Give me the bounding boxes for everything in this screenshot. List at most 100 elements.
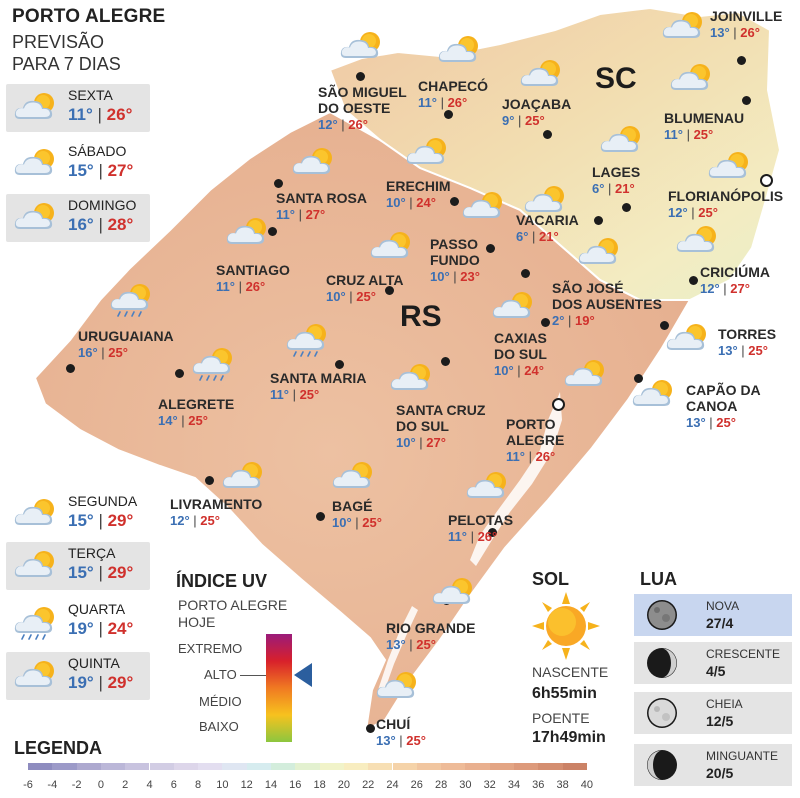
city-26-temps: 11° | 26° bbox=[448, 529, 498, 544]
city-11-temps: 10° | 23° bbox=[430, 269, 480, 284]
day-min-temp: 11° bbox=[68, 105, 93, 124]
rs-state-shape bbox=[33, 110, 692, 732]
city-min-temp: 11° bbox=[506, 449, 525, 464]
legend-tick-label: 26 bbox=[410, 779, 423, 791]
partly-cloudy-icon bbox=[464, 470, 514, 506]
legend-color-band bbox=[514, 763, 539, 770]
city-3-name: JOAÇABA bbox=[502, 96, 572, 112]
partly-cloudy-icon bbox=[290, 146, 340, 182]
page-title: PORTO ALEGRE bbox=[12, 6, 166, 27]
day-temps: 19° | 24° bbox=[68, 619, 134, 638]
lagoa-mirim bbox=[378, 606, 418, 692]
moon-phase-label: CRESCENTE bbox=[706, 647, 781, 661]
city-7-name: FLORIANÓPOLIS bbox=[668, 188, 784, 204]
legend-color-band bbox=[343, 763, 369, 770]
legend-tick-label: 16 bbox=[289, 779, 302, 791]
day-temps: 15° | 27° bbox=[68, 161, 134, 180]
legend-color-band bbox=[392, 763, 417, 770]
city-19-location-marker bbox=[175, 369, 184, 378]
day-max-temp: 27° bbox=[107, 161, 134, 180]
city-20-temps: 11° | 25° bbox=[270, 387, 320, 402]
city-20-name: SANTA MARIA bbox=[270, 370, 367, 386]
city-20-location-marker bbox=[335, 360, 344, 369]
day-name: TERÇA bbox=[68, 545, 116, 561]
legend-title: LEGENDA bbox=[14, 738, 103, 758]
city-max-temp: 25° bbox=[108, 345, 128, 360]
day-card-5: TERÇA 15° | 29° bbox=[6, 542, 150, 590]
city-max-temp: 25° bbox=[716, 415, 736, 430]
city-2-temps: 11° | 26° bbox=[418, 95, 468, 110]
city-min-temp: 13° bbox=[686, 415, 706, 430]
day-temps: 15° | 29° bbox=[68, 563, 134, 582]
city-9-name: ERECHIM bbox=[386, 178, 451, 194]
city-5-location-marker bbox=[742, 96, 751, 105]
city-1-temps: 12° | 26° bbox=[318, 117, 368, 132]
uv-subtitle-line2: HOJE bbox=[178, 614, 216, 630]
city-max-temp: 25° bbox=[525, 113, 545, 128]
full-moon-icon bbox=[646, 697, 678, 729]
city-22-temps: 10° | 27° bbox=[396, 435, 446, 450]
city-max-temp: 24° bbox=[416, 195, 436, 210]
legend-color-band bbox=[198, 763, 223, 770]
city-6-temps: 6° | 21° bbox=[592, 181, 635, 196]
legend-tick-label: 0 bbox=[97, 779, 104, 791]
legend-color-band bbox=[416, 763, 442, 770]
city-min-temp: 12° bbox=[700, 281, 720, 296]
sun-title: SOL bbox=[532, 569, 570, 589]
legend-color-band bbox=[125, 763, 150, 770]
day-name: SÁBADO bbox=[68, 143, 127, 159]
legend-tick-label: 10 bbox=[216, 779, 229, 791]
partly-cloudy-icon bbox=[388, 362, 438, 398]
city-max-temp: 24° bbox=[524, 363, 544, 378]
city-max-temp: 26° bbox=[447, 95, 468, 110]
city-26-location-marker bbox=[488, 528, 497, 537]
city-25-location-marker bbox=[316, 512, 325, 521]
partly-cloudy-icon bbox=[668, 62, 718, 98]
city-min-temp: 13° bbox=[386, 637, 406, 652]
partly-cloudy-icon bbox=[12, 90, 62, 128]
city-17-temps: 10° | 24° bbox=[494, 363, 544, 378]
moon-phase-label: NOVA bbox=[706, 599, 740, 613]
city-min-temp: 12° bbox=[170, 513, 190, 528]
uv-level-medio: MÉDIO bbox=[199, 694, 242, 709]
city-9-temps: 10° | 24° bbox=[386, 195, 436, 210]
legend-tick-label: 24 bbox=[386, 779, 399, 791]
legend-tick-label: -4 bbox=[47, 779, 58, 791]
city-min-temp: 13° bbox=[710, 25, 730, 40]
legend-tick-label: 30 bbox=[459, 779, 472, 791]
city-max-temp: 25° bbox=[356, 289, 376, 304]
legend-color-band bbox=[489, 763, 514, 770]
city-5-name: BLUMENAU bbox=[664, 110, 745, 126]
day-name: QUINTA bbox=[68, 655, 120, 671]
partly-cloudy-icon bbox=[12, 496, 62, 534]
legend-tick-label: 32 bbox=[483, 779, 496, 791]
city-max-temp: 25° bbox=[416, 637, 436, 652]
city-min-temp: 10° bbox=[386, 195, 406, 210]
city-2-name: CHAPECÓ bbox=[418, 78, 489, 94]
moon-phase-label: CHEIA bbox=[706, 697, 743, 711]
city-24-location-marker bbox=[205, 476, 214, 485]
legend-tick-label: 8 bbox=[195, 779, 202, 791]
day-max-temp: 29° bbox=[107, 673, 134, 692]
city-18-name: TORRES bbox=[718, 326, 777, 342]
city-16-location-marker bbox=[66, 364, 75, 373]
page-subtitle-line2: PARA 7 DIAS bbox=[12, 54, 121, 74]
city-15-name: CRICIÚMA bbox=[700, 264, 770, 280]
legend-color-band bbox=[465, 763, 490, 770]
city-28-location-marker bbox=[366, 724, 375, 733]
legend-color-band bbox=[562, 763, 587, 770]
moon-phase-date: 20/5 bbox=[706, 765, 734, 781]
day-temps: 11° | 26° bbox=[68, 105, 133, 124]
city-24-temps: 12° | 25° bbox=[170, 513, 220, 528]
city-17-location-marker bbox=[541, 318, 550, 327]
city-max-temp: 25° bbox=[698, 205, 718, 220]
city-12-location-marker bbox=[268, 227, 277, 236]
sunrise-time: 6h55min bbox=[532, 685, 597, 702]
city-10-temps: 6° | 21° bbox=[516, 229, 559, 244]
city-10-name: VACARIA bbox=[516, 212, 579, 228]
legend-tick-label: 6 bbox=[170, 779, 177, 791]
partly-cloudy-icon bbox=[630, 378, 680, 414]
city-23-location-marker bbox=[552, 398, 565, 411]
city-18-location-marker bbox=[660, 321, 669, 330]
day-temps: 19° | 29° bbox=[68, 673, 134, 692]
